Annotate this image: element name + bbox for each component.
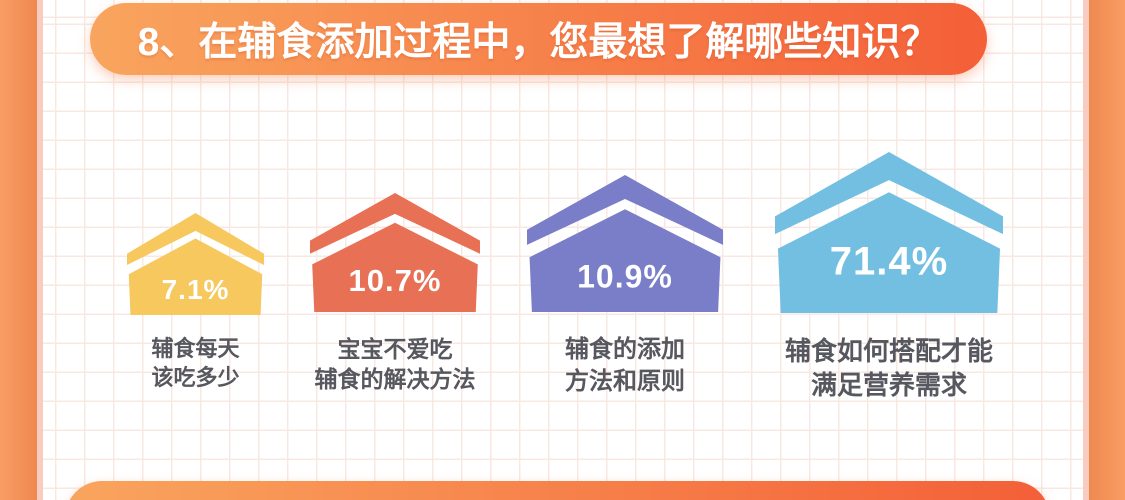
house-pictogram-3: 10.9% [527,175,723,312]
right-border-strip-inner [1083,0,1089,500]
house-caption-3: 辅食的添加 方法和原则 [495,334,755,397]
question-title-banner: 8、在辅食添加过程中，您最想了解哪些知识？ [90,3,987,75]
house-roof [527,175,723,245]
percent-value: 10.7% [348,263,442,299]
left-border-strip [0,0,37,500]
house-pictogram-2: 10.7% [310,193,480,312]
house-body [312,222,478,312]
caption-line: 辅食每天 [151,336,240,361]
house-pictogram-1: 7.1% [127,213,264,315]
caption-line: 该吃多少 [151,365,240,391]
house-caption-1: 辅食每天 该吃多少 [57,334,334,392]
house-roof [775,152,1003,235]
question-title: 8、在辅食添加过程中，您最想了解哪些知识？ [137,21,940,64]
percent-value: 7.1% [161,274,230,305]
house-icon [310,193,480,312]
next-question-title-partial: 9、您平时都是通过哪些渠道获取辅食喂养知识？ [126,489,988,500]
left-border-strip-inner [37,0,43,500]
house-caption-4: 辅食如何搭配才能 满足营养需求 [761,334,1017,403]
house-body [777,192,1001,313]
caption-line: 辅食如何搭配才能 [784,336,993,366]
caption-line: 辅食的解决方法 [314,366,476,393]
caption-line: 方法和原则 [565,367,685,395]
caption-line: 辅食的添加 [565,336,685,363]
house-roof [310,193,480,254]
house-body [128,238,263,315]
caption-line: 宝宝不爱吃 [337,336,453,362]
house-roof [127,213,264,266]
next-question-banner-partial: 9、您平时都是通过哪些渠道获取辅食喂养知识？ [65,481,1050,500]
house-body [529,209,721,312]
house-icon [775,152,1003,313]
percent-value: 71.4% [829,239,949,284]
house-icon [527,175,723,312]
percent-value: 10.9% [577,258,673,295]
house-icon [127,213,264,315]
caption-line: 满足营养需求 [810,370,967,401]
right-border-strip [1089,0,1125,500]
house-pictogram-4: 71.4% [775,152,1003,313]
house-caption-2: 宝宝不爱吃 辅食的解决方法 [275,334,515,395]
